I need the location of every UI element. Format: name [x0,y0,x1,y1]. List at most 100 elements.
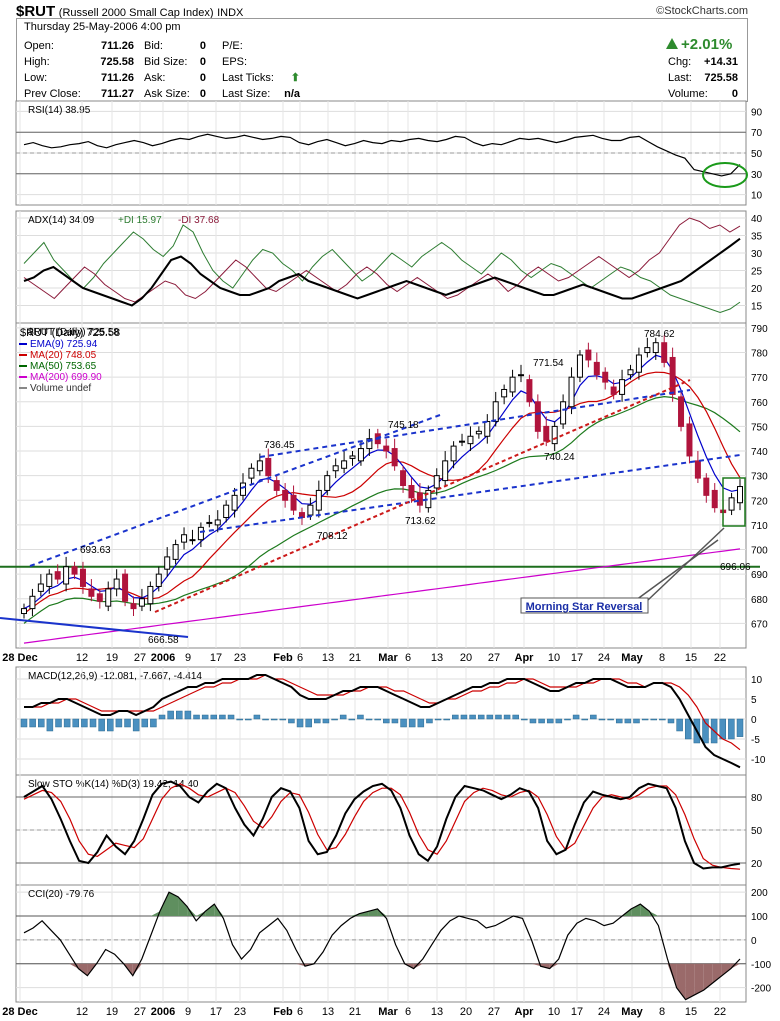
y-tick-label: 720 [751,496,768,507]
candle-body [130,603,137,610]
price-label: 740.24 [544,452,575,463]
quote-row: EPS: [222,54,300,70]
y-tick-label: 200 [751,888,768,899]
candle-body [602,371,609,383]
candle-body [661,342,668,363]
quote-label: Bid: [144,40,163,52]
macd-histogram-bar [736,718,744,737]
y-tick-label: 670 [751,619,768,630]
bottom-x-tick-label: May [621,1006,643,1018]
macd-histogram-bar [624,718,632,724]
macd-histogram-bar [20,718,28,728]
y-tick-label: 770 [751,373,768,384]
macd-histogram-bar [538,718,545,724]
macd-histogram-bar [702,718,709,744]
price-label: 736.45 [264,440,295,451]
bottom-x-tick-label: 13 [431,1006,443,1018]
cci-oversold-fill [712,963,722,983]
quote-value: 0 [199,88,206,100]
x-tick-label: 9 [185,652,191,664]
x-tick-label: 27 [134,652,146,664]
x-tick-label: 28 Dec [2,652,37,664]
quote-row: Low: 711.26 [24,70,134,86]
y-tick-label: 700 [751,546,768,557]
exchange: INDX [217,7,244,19]
candle-body [63,566,70,585]
candle-body [282,489,289,501]
change-pct: +2.01% [666,36,732,53]
cci-oversold-fill [531,963,541,967]
quote-row: Open: 711.26 [24,38,134,54]
macd-histogram-bar [227,714,235,720]
candle-body [357,448,364,462]
macd-histogram-bar [46,718,54,732]
candle-body [332,465,339,472]
candle-body [678,396,685,427]
macd-histogram-bar [72,718,80,728]
y-tick-label: 20 [751,284,763,295]
candle-body [551,425,558,445]
quote-value: 0 [199,56,206,68]
macd-histogram-bar [158,714,166,720]
y-tick-label: 70 [751,128,763,139]
candle-body [248,467,255,479]
candle-body [610,386,617,395]
quote-label: Chg: [668,56,692,68]
quote-label: Last Size: [222,88,271,100]
sto-k-line [23,780,741,870]
quote-label: EPS: [222,56,248,68]
cci-overbought-fill [178,896,188,917]
quote-row: Bid Size: 0 [144,54,206,70]
macd-histogram-bar [176,710,183,720]
morning-star-box [722,477,746,527]
candle-body [324,475,331,491]
macd-histogram-bar [495,714,502,720]
cci-overbought-fill [205,904,215,917]
macd-histogram-bar [124,718,131,728]
x-tick-label: 20 [460,652,472,664]
candle-body [265,457,272,477]
y-tick-label: 750 [751,422,768,433]
quote-mid: Bid: 0 Bid Size: 0 Ask: 0 Ask Size: 0 [144,38,206,102]
cci-line [23,891,741,1001]
bottom-x-tick-label: 27 [488,1006,500,1018]
macd-histogram-bar [279,718,287,721]
plus-di-line [23,224,741,314]
x-tick-label: Mar [378,652,398,664]
cci-oversold-fill [413,963,423,969]
candle-body [273,480,280,491]
candle-body [138,598,145,607]
x-tick-label: 13 [322,652,334,664]
legend-entry: EMA(9) 725.94 [30,339,98,350]
macd-histogram-bar [201,714,209,720]
macd-histogram-bar [193,714,200,720]
x-tick-label: 8 [659,652,665,664]
y-tick-label: 760 [751,398,768,409]
macd-histogram-bar [339,714,347,720]
candle-body [164,556,171,570]
macd-histogram-bar [365,718,373,721]
x-tick-label: 13 [431,652,443,664]
cci-oversold-fill [132,963,142,976]
candle-body [635,354,642,373]
x-tick-label: Apr [515,652,535,664]
candle-body [576,354,583,378]
quote-value: 0 [199,72,206,84]
quote-row: High: 725.58 [24,54,134,70]
panel-title: RSI(14) 38.95 [28,105,91,116]
price-label: 696.06 [720,562,751,573]
y-tick-label: 100 [751,912,768,923]
candle-body [290,494,297,511]
candle-body [96,593,103,602]
panel-title: MACD(12,26,9) -12.081, -7.667, -4.414 [28,671,202,682]
macd-histogram-bar [564,718,571,721]
macd-histogram-bar [408,718,416,728]
bottom-x-tick-label: 28 Dec [2,1006,37,1018]
macd-histogram-bar [210,714,218,720]
candle-body [484,420,491,437]
candle-body [686,423,693,457]
macd-histogram-bar [426,718,433,724]
x-tick-label: 19 [106,652,118,664]
candle-body [543,425,550,442]
candle-body [467,435,474,445]
